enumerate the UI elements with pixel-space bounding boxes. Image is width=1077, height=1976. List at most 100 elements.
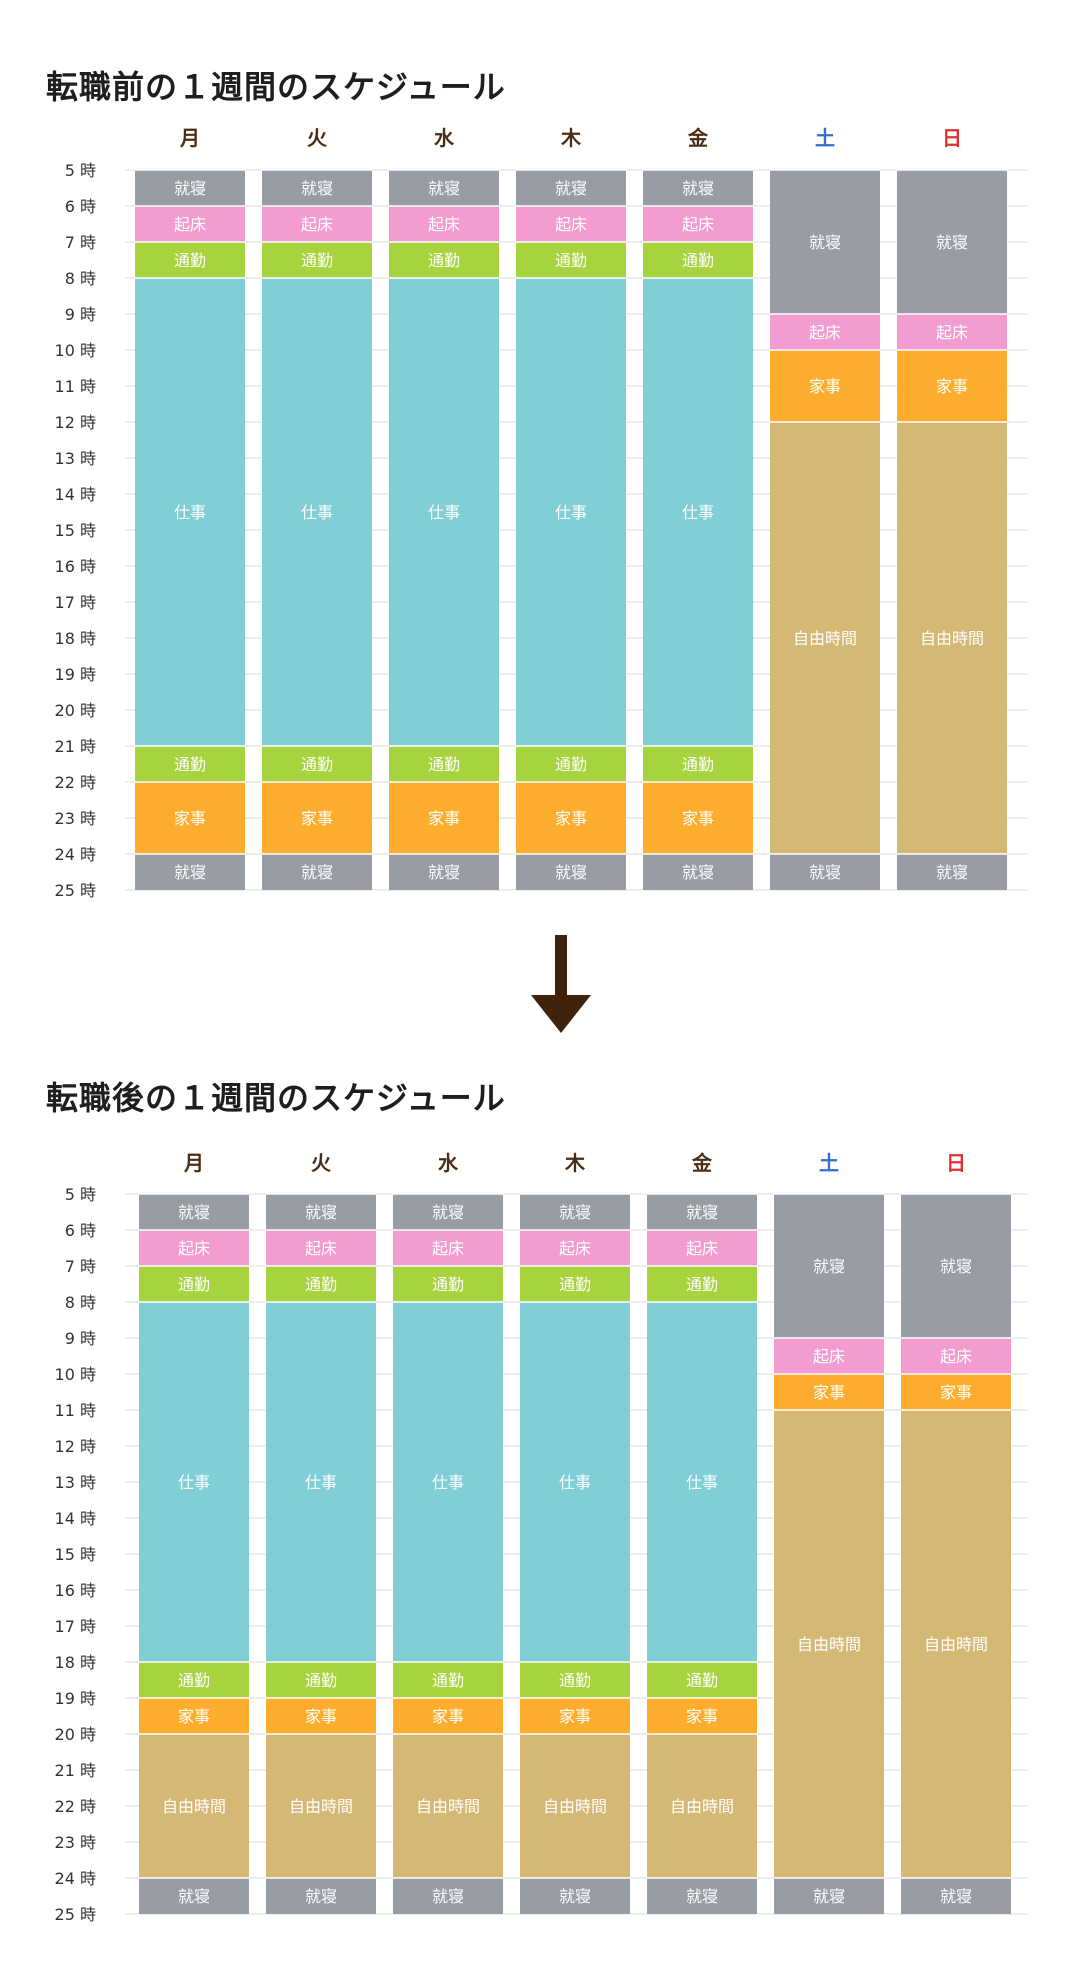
segment-label: 就寝	[428, 179, 460, 198]
y-tick-label: 19 時	[55, 1689, 96, 1708]
schedule-segment	[770, 314, 880, 350]
schedule-segment	[901, 1410, 1011, 1878]
schedule-segment	[266, 1698, 376, 1734]
segment-label: 通勤	[428, 251, 460, 270]
y-tick-label: 11 時	[55, 377, 96, 396]
schedule-segment	[516, 206, 626, 242]
schedule-segment	[393, 1878, 503, 1914]
schedule-segment	[643, 854, 753, 890]
segment-label: 就寝	[809, 863, 841, 882]
y-tick-label: 16 時	[55, 1581, 96, 1600]
schedule-segment	[897, 422, 1007, 854]
y-tick-label: 19 時	[55, 665, 96, 684]
schedule-segment	[647, 1266, 757, 1302]
segment-label: 就寝	[559, 1887, 591, 1906]
down-arrow-icon	[531, 935, 591, 1035]
schedule-segment	[389, 782, 499, 854]
schedule-segment	[774, 1374, 884, 1410]
segment-label: 起床	[432, 1239, 464, 1258]
schedule-segment	[262, 746, 372, 782]
schedule-segment	[389, 854, 499, 890]
segment-label: 仕事	[428, 503, 460, 522]
segment-label: 通勤	[305, 1275, 337, 1294]
segment-label: 就寝	[686, 1203, 718, 1222]
schedule-segment	[643, 782, 753, 854]
y-tick-label: 20 時	[55, 701, 96, 720]
y-tick-label: 16 時	[55, 557, 96, 576]
schedule-segment	[774, 1878, 884, 1914]
y-tick-label: 17 時	[55, 1617, 96, 1636]
schedule-segment	[393, 1662, 503, 1698]
segment-label: 就寝	[301, 179, 333, 198]
chart-title-after: 転職後の１週間のスケジュール	[46, 1079, 506, 1117]
segment-label: 仕事	[686, 1473, 718, 1492]
segment-label: 就寝	[809, 233, 841, 252]
segment-label: 就寝	[174, 863, 206, 882]
day-label: 水	[438, 1151, 459, 1175]
segment-label: 起床	[559, 1239, 591, 1258]
segment-label: 起床	[555, 215, 587, 234]
schedule-segment	[139, 1698, 249, 1734]
schedule-segment	[520, 1734, 630, 1878]
schedule-segment	[520, 1698, 630, 1734]
schedule-segment	[139, 1662, 249, 1698]
segment-label: 自由時間	[793, 629, 857, 648]
schedule-segment	[520, 1230, 630, 1266]
schedule-segment	[139, 1302, 249, 1662]
segment-label: 家事	[301, 809, 333, 828]
y-tick-label: 7 時	[65, 1257, 96, 1276]
y-tick-label: 9 時	[65, 1329, 96, 1348]
schedule-segment	[516, 782, 626, 854]
schedule-segment	[643, 206, 753, 242]
schedule-segment	[262, 170, 372, 206]
schedule-segment	[897, 350, 1007, 422]
segment-label: 通勤	[559, 1275, 591, 1294]
segment-label: 家事	[428, 809, 460, 828]
segment-label: 起床	[301, 215, 333, 234]
segment-label: 通勤	[174, 755, 206, 774]
segment-label: 就寝	[559, 1203, 591, 1222]
segment-label: 家事	[936, 377, 968, 396]
segment-label: 就寝	[682, 179, 714, 198]
segment-label: 自由時間	[162, 1797, 226, 1816]
segment-label: 就寝	[940, 1257, 972, 1276]
schedule-segment	[393, 1734, 503, 1878]
day-label: 金	[691, 1151, 713, 1175]
segment-label: 通勤	[686, 1275, 718, 1294]
segment-label: 通勤	[555, 251, 587, 270]
y-tick-label: 25 時	[55, 1905, 96, 1924]
segment-label: 就寝	[305, 1887, 337, 1906]
schedule-segment	[516, 746, 626, 782]
schedule-segment	[643, 746, 753, 782]
schedule-segment	[520, 1266, 630, 1302]
day-label: 土	[819, 1151, 839, 1175]
schedule-segment	[901, 1194, 1011, 1338]
y-tick-label: 22 時	[55, 1797, 96, 1816]
y-tick-label: 10 時	[55, 1365, 96, 1384]
segment-label: 就寝	[813, 1887, 845, 1906]
segment-label: 通勤	[682, 251, 714, 270]
y-tick-label: 18 時	[55, 629, 96, 648]
segment-label: 自由時間	[924, 1635, 988, 1654]
schedule-segment	[139, 1266, 249, 1302]
y-tick-label: 15 時	[55, 521, 96, 540]
segment-label: 通勤	[305, 1671, 337, 1690]
segment-label: 仕事	[555, 503, 587, 522]
segment-label: 家事	[178, 1707, 210, 1726]
segment-label: 就寝	[813, 1257, 845, 1276]
schedule-segment	[389, 242, 499, 278]
day-label: 木	[560, 126, 582, 150]
day-label: 月	[183, 1151, 204, 1175]
segment-label: 起床	[940, 1347, 972, 1366]
day-label: 土	[815, 126, 835, 150]
segment-label: 起床	[305, 1239, 337, 1258]
segment-label: 通勤	[301, 251, 333, 270]
schedule-segment	[393, 1698, 503, 1734]
day-label: 月	[179, 126, 200, 150]
segment-label: 家事	[682, 809, 714, 828]
segment-label: 家事	[813, 1383, 845, 1402]
schedule-segment	[647, 1194, 757, 1230]
schedule-segment	[393, 1194, 503, 1230]
day-label: 日	[946, 1151, 966, 1175]
segment-label: 通勤	[174, 251, 206, 270]
